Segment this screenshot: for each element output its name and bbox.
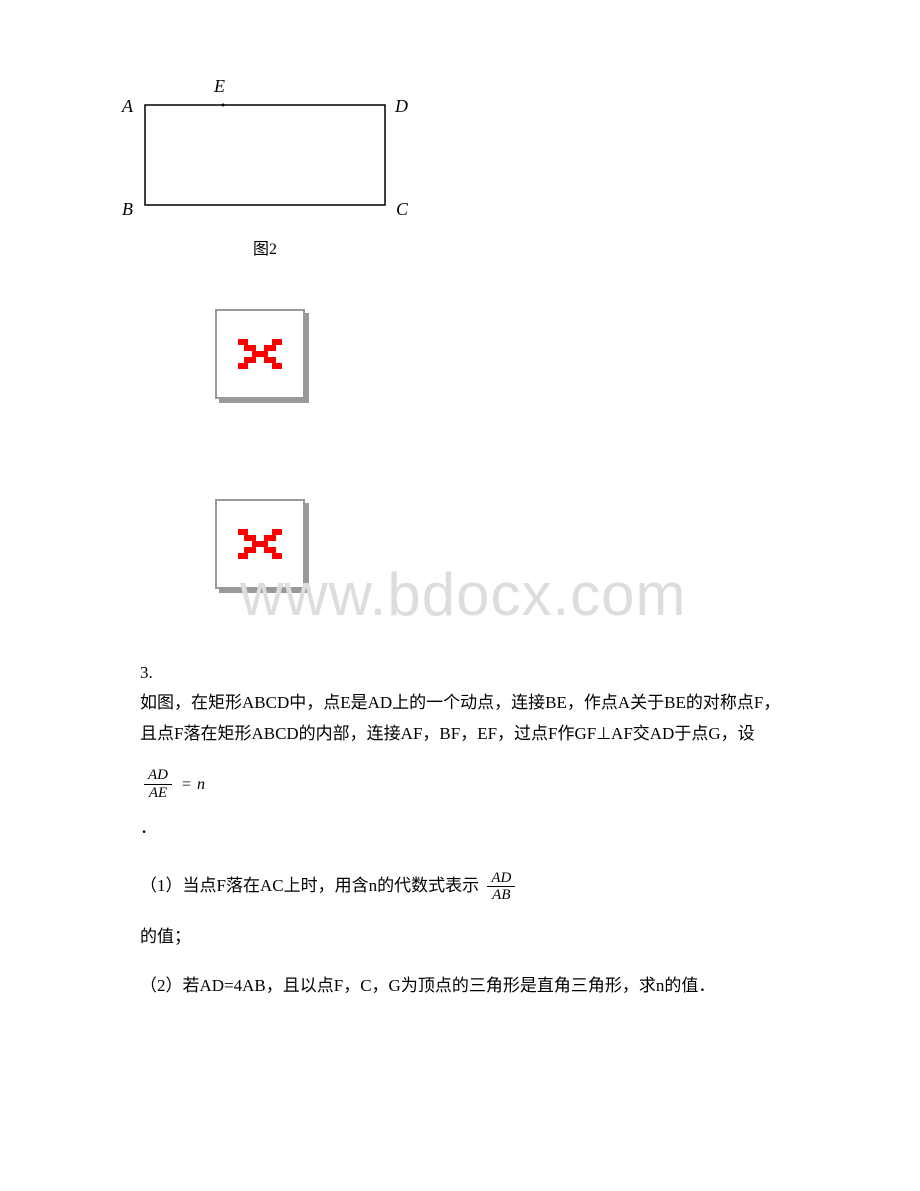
sub-problem-1-suffix: 的值； bbox=[140, 920, 790, 954]
period: ． bbox=[140, 814, 790, 841]
figure-2-container: A E D B C 图2 bbox=[140, 100, 790, 259]
rectangle-abcd-figure: A E D B C bbox=[140, 100, 390, 230]
watermark-text: www.bdocx.com bbox=[240, 560, 686, 629]
equation-ad-ae-n: AD AE = n bbox=[140, 759, 790, 809]
point-label-e: E bbox=[214, 76, 225, 97]
vertex-label-a: A bbox=[122, 96, 133, 117]
sub-problem-2: （2）若AD=4AB，且以点F，C，G为顶点的三角形是直角三角形，求n的值． bbox=[140, 969, 790, 1003]
sub-problem-1: （1）当点F落在AC上时，用含n的代数式表示 AD AB 的值； bbox=[140, 862, 790, 954]
broken-image-placeholder-1 bbox=[215, 309, 305, 399]
problem-3: 3. 如图，在矩形ABCD中，点E是AD上的一个动点，连接BE，作点A关于BE的… bbox=[140, 659, 790, 1003]
vertex-label-d: D bbox=[395, 96, 408, 117]
broken-image-icon bbox=[238, 339, 282, 369]
vertex-label-c: C bbox=[396, 199, 408, 220]
fraction-numerator: AD bbox=[144, 767, 172, 785]
problem-main-text: 如图，在矩形ABCD中，点E是AD上的一个动点，连接BE，作点A关于BE的对称点… bbox=[140, 688, 790, 749]
figure-caption: 图2 bbox=[140, 235, 390, 259]
inline-fraction-ad-ab: AD AB bbox=[483, 862, 519, 912]
page-content: A E D B C 图2 bbox=[0, 0, 920, 1003]
problem-number: 3. bbox=[140, 659, 790, 686]
vertex-label-b: B bbox=[122, 199, 133, 220]
equals-sign: = bbox=[182, 772, 191, 798]
rectangle-svg bbox=[140, 100, 390, 210]
broken-image-icon bbox=[238, 529, 282, 559]
sub-problem-1-prefix: （1）当点F落在AC上时，用含n的代数式表示 bbox=[140, 875, 479, 894]
fraction-numerator: AD bbox=[487, 870, 515, 888]
fraction-denominator: AE bbox=[144, 785, 172, 802]
fraction-denominator: AB bbox=[487, 887, 515, 904]
fraction-ad-ab: AD AB bbox=[487, 870, 515, 904]
variable-n: n bbox=[197, 772, 205, 798]
fraction-ad-ae: AD AE bbox=[144, 767, 172, 801]
